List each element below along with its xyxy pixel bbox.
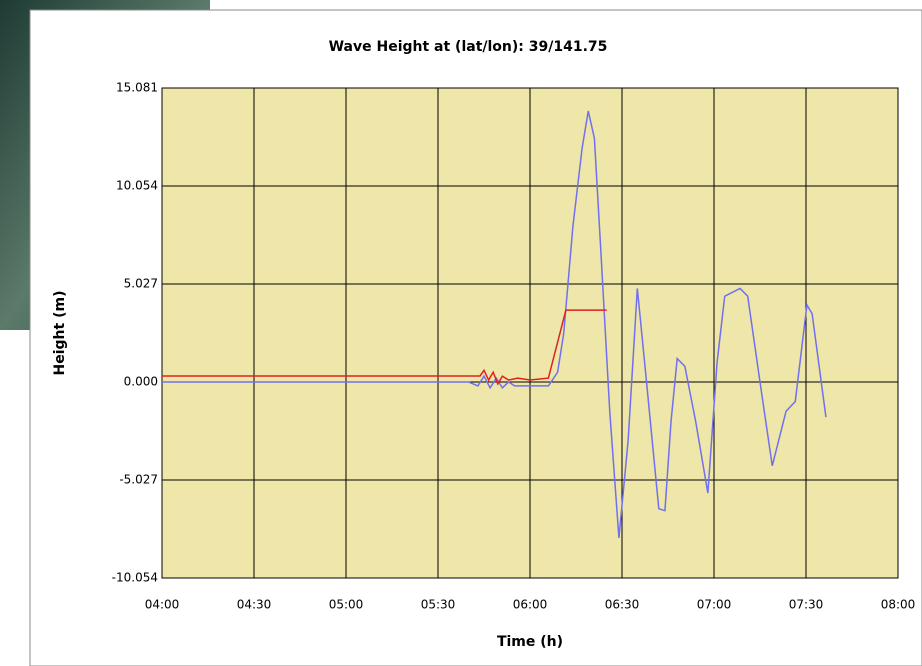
y-tick-label: 15.081 [116, 81, 158, 95]
y-tick-label: 0.000 [124, 375, 158, 389]
y-axis-title: Height (m) [52, 291, 68, 376]
x-axis-title: Time (h) [497, 634, 563, 650]
y-tick-label: -5.027 [119, 473, 158, 487]
x-tick-label: 06:00 [513, 598, 548, 612]
y-tick-label: 5.027 [124, 277, 158, 291]
x-tick-label: 07:30 [789, 598, 824, 612]
y-tick-label: -10.054 [112, 571, 158, 585]
chart: Wave Height at (lat/lon): 39/141.75 Time… [0, 0, 922, 666]
x-tick-label: 05:00 [329, 598, 364, 612]
x-tick-label: 07:00 [697, 598, 732, 612]
chart-title: Wave Height at (lat/lon): 39/141.75 [329, 39, 608, 55]
x-tick-label: 06:30 [605, 598, 640, 612]
y-tick-label: 10.054 [116, 179, 158, 193]
page: {"chart_data":{"type":"line","title":"Wa… [0, 0, 922, 666]
x-tick-label: 04:00 [145, 598, 180, 612]
x-tick-label: 05:30 [421, 598, 456, 612]
x-tick-label: 04:30 [237, 598, 272, 612]
x-tick-label: 08:00 [881, 598, 916, 612]
